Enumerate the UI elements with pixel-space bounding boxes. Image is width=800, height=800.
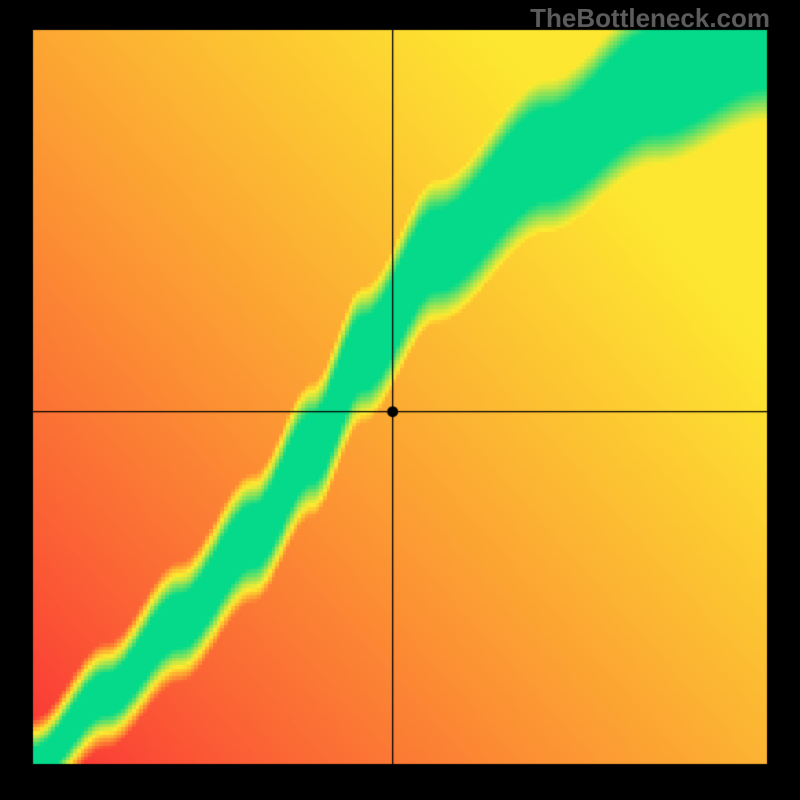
watermark-text: TheBottleneck.com bbox=[530, 3, 770, 34]
chart-container: TheBottleneck.com bbox=[0, 0, 800, 800]
bottleneck-heatmap-canvas bbox=[0, 0, 800, 800]
